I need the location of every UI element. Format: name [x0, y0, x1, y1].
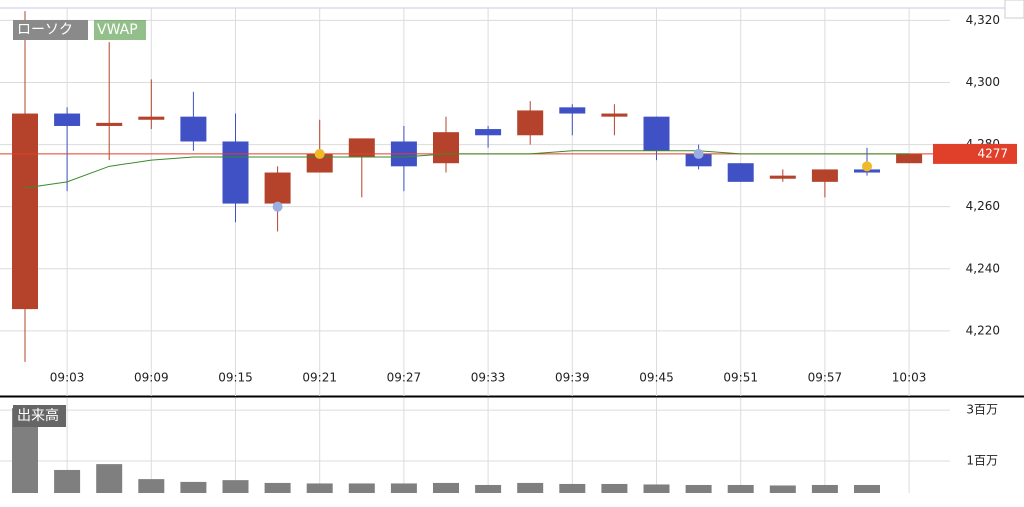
legend-label: ローソク	[17, 22, 73, 38]
corner-box	[1004, 0, 1024, 19]
x-tick-label: 09:51	[723, 371, 758, 385]
volume-bar	[180, 481, 207, 493]
marker	[314, 148, 325, 159]
candle-body	[264, 172, 291, 204]
candle-body	[769, 175, 796, 179]
panel-title-box	[13, 405, 66, 427]
volume-bar	[727, 484, 754, 493]
volume-bar	[222, 480, 249, 493]
x-tick-label: 09:57	[808, 371, 843, 385]
candle-body	[306, 153, 333, 173]
x-tick-label: 09:15	[218, 371, 253, 385]
candle-body	[180, 116, 207, 142]
candle-body	[601, 113, 628, 117]
candle-body	[727, 163, 754, 182]
volume-bar	[306, 483, 333, 493]
y-tick-label: 4,240	[966, 261, 1000, 275]
y-tick-label: 4,260	[966, 199, 1000, 213]
volume-bar	[854, 484, 880, 493]
candle-body	[475, 129, 502, 136]
legend-box	[13, 20, 88, 40]
x-tick-label: 09:33	[471, 371, 506, 385]
x-tick-label: 09:03	[50, 371, 85, 385]
volume-bar	[54, 469, 81, 493]
y-tick-label: 3百万	[966, 403, 998, 417]
y-tick-label: 1百万	[966, 454, 998, 468]
volume-bar	[811, 484, 838, 493]
volume-bar	[390, 483, 417, 493]
marker	[862, 161, 872, 172]
volume-bar	[601, 483, 628, 493]
candle-body	[685, 153, 712, 167]
legend-box	[94, 20, 146, 40]
last-price-label: 4277	[977, 146, 1008, 160]
candle-body	[12, 113, 38, 310]
marker	[272, 201, 283, 212]
x-tick-label: 09:39	[555, 371, 590, 385]
y-tick-label: 4,300	[966, 75, 1000, 89]
vwap-line	[24, 150, 910, 189]
candle-body	[517, 110, 544, 136]
volume-bar	[517, 482, 544, 493]
volume-bar	[433, 482, 459, 493]
y-tick-label: 4,220	[966, 323, 1000, 337]
candle-body	[559, 107, 586, 114]
candle-body	[643, 116, 670, 151]
volume-bar	[643, 484, 670, 493]
candle-body	[138, 116, 165, 120]
volume-bar	[138, 479, 165, 493]
volume-bar	[96, 464, 123, 493]
candle-body	[54, 113, 81, 126]
volume-bar	[559, 483, 586, 493]
x-tick-label: 09:09	[134, 371, 169, 385]
last-price-tag	[933, 143, 1017, 164]
candle-body	[222, 141, 249, 204]
volume-bar	[685, 484, 712, 493]
volume-bar	[475, 484, 502, 493]
volume-bar	[348, 483, 375, 493]
y-tick-label: 4,320	[966, 13, 1000, 27]
panel-title: 出来高	[17, 407, 59, 424]
candle-body	[96, 122, 123, 126]
x-tick-label: 09:21	[302, 371, 337, 385]
x-tick-label: 10:03	[892, 371, 927, 385]
x-tick-label: 09:45	[639, 371, 674, 385]
candle-body	[896, 153, 923, 164]
volume-bar	[769, 485, 796, 493]
x-tick-label: 09:27	[387, 371, 422, 385]
legend-label: VWAP	[97, 22, 138, 38]
candle-body	[348, 138, 375, 158]
candle-body	[811, 169, 838, 182]
candle-body	[433, 132, 459, 164]
volume-bar	[264, 482, 291, 493]
marker	[693, 148, 704, 159]
